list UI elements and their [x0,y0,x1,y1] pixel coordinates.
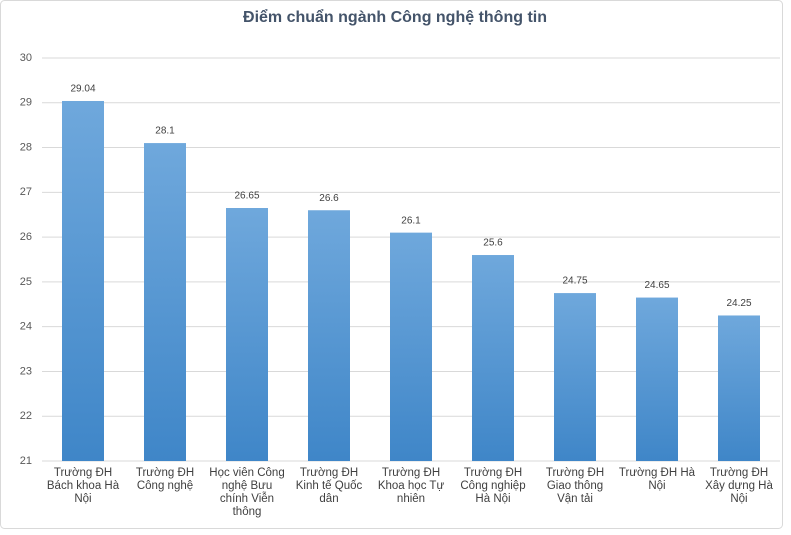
bar [62,100,104,461]
bar [144,143,186,462]
x-tick-label: Trường ĐH Kinh tế Quốc dân [295,467,363,505]
y-tick-label: 21 [20,455,32,467]
x-tick-label: Học viên Công nghệ Bưu chính Viễn thông [209,467,285,518]
bar [308,210,350,461]
value-label: 24.65 [644,280,669,291]
value-label: 26.6 [319,193,339,204]
x-tick-label: Trường ĐH Hà Nội [618,467,696,492]
y-tick-label: 24 [20,321,32,333]
y-tick-label: 25 [20,276,32,288]
y-tick-label: 27 [20,186,32,198]
y-tick-label: 22 [20,410,32,422]
chart-title: Điểm chuẩn ngành Công nghệ thông tin [243,8,547,26]
chart-border [0,0,783,529]
x-tick-label: Trường ĐH Bách khoa Hà Nội [46,467,120,505]
bar [554,293,596,461]
bar [472,255,514,461]
x-tick-label: Trường ĐH Giao thông Vận tải [545,467,605,505]
value-label: 29.04 [70,84,95,95]
value-label: 25.6 [483,238,503,249]
value-label: 24.75 [562,276,587,287]
bar [718,315,760,461]
x-tick-label: Trường ĐH Khoa học Tự nhiên [377,467,445,505]
bar [390,232,432,461]
y-tick-label: 29 [20,97,32,109]
x-tick-label: Trường ĐH Công nghiệp Hà Nội [460,467,526,505]
y-tick-label: 28 [20,141,32,153]
y-tick-label: 23 [20,365,32,377]
x-tick-label: Trường ĐH Xây dựng Hà Nội [705,467,773,505]
bar [636,297,678,461]
y-tick-label: 26 [20,231,32,243]
value-label: 28.1 [155,126,175,137]
y-tick-label: 30 [20,52,32,64]
value-label: 26.65 [234,191,259,202]
value-label: 24.25 [726,298,751,309]
x-tick-label: Trường ĐH Công nghệ [135,467,195,492]
value-label: 26.1 [401,215,421,226]
bar [226,208,268,461]
